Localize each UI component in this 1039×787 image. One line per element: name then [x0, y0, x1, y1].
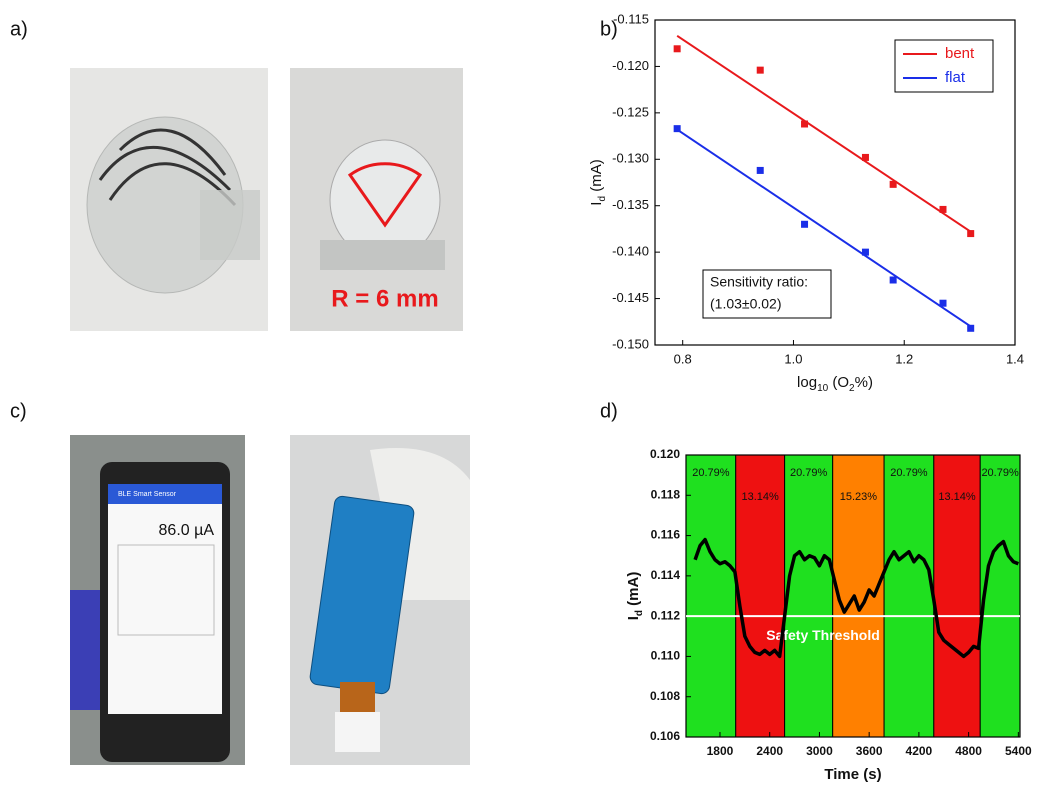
x-tick-label: 3600	[856, 744, 883, 758]
y-tick-label: 0.112	[651, 608, 681, 622]
label-part: 10	[817, 383, 829, 394]
legend-label: flat	[945, 69, 966, 86]
x-tick-label: 2400	[756, 744, 783, 758]
x-axis-label: Time (s)	[824, 766, 881, 783]
point	[674, 125, 681, 132]
x-tick-label: 5400	[1005, 744, 1032, 758]
x-tick-label: 1.4	[1006, 351, 1024, 366]
band-label: 20.79%	[981, 467, 1019, 479]
band-label: 20.79%	[790, 467, 828, 479]
point	[674, 45, 681, 52]
point	[862, 154, 869, 161]
label-part: (mA)	[625, 572, 642, 610]
point	[757, 167, 764, 174]
band-label: 15.23%	[840, 491, 878, 503]
x-tick-label: 1.0	[784, 351, 802, 366]
photo-phone: BLE Smart Sensor 86.0 µA	[70, 435, 245, 765]
y-tick-label: -0.125	[612, 104, 649, 119]
photo-sensor-dome	[70, 68, 268, 331]
band-label: 20.79%	[890, 467, 928, 479]
point	[967, 325, 974, 332]
point	[890, 181, 897, 188]
y-tick-label: 0.120	[650, 447, 680, 461]
x-axis-label: log10 (O2%)	[797, 374, 873, 394]
y-tick-label: 0.116	[651, 528, 681, 542]
panel-label: d)	[600, 400, 618, 422]
y-tick-label: 0.118	[651, 487, 681, 501]
panel-label: a)	[10, 18, 28, 40]
y-tick-label: -0.145	[612, 290, 649, 305]
label-part: (O	[828, 374, 849, 391]
panel-label: c)	[10, 400, 27, 422]
y-tick-label: 0.114	[651, 568, 681, 582]
band-label: 20.79%	[692, 467, 730, 479]
point	[757, 67, 764, 74]
y-tick-label: -0.150	[612, 336, 649, 351]
y-tick-label: 0.108	[650, 689, 680, 703]
legend-label: bent	[945, 45, 975, 62]
point	[801, 221, 808, 228]
x-tick-label: 4200	[906, 744, 933, 758]
point	[890, 277, 897, 284]
y-tick-label: -0.135	[612, 197, 649, 212]
point	[967, 230, 974, 237]
x-tick-label: 3000	[806, 744, 833, 758]
point	[862, 249, 869, 256]
photo-device	[290, 435, 470, 765]
label-part: %)	[855, 374, 873, 391]
radius-label: R = 6 mm	[331, 285, 438, 312]
annotation: (1.03±0.02)	[710, 296, 782, 312]
y-tick-label: -0.130	[612, 151, 649, 166]
band	[884, 455, 934, 737]
annotation: Sensitivity ratio:	[710, 274, 808, 290]
point	[801, 121, 808, 128]
band-label: 13.14%	[938, 491, 976, 503]
band	[686, 455, 736, 737]
label-part: (mA)	[588, 159, 605, 196]
figure: a) b) c) d) R = 6 mm BLE Smart Sensor 86…	[0, 0, 1039, 787]
reading: 86.0 µA	[159, 522, 215, 539]
x-tick-label: 1800	[707, 744, 734, 758]
app-title: BLE Smart Sensor	[118, 491, 177, 498]
band	[980, 455, 1020, 737]
point	[940, 206, 947, 213]
x-tick-label: 1.2	[895, 351, 913, 366]
label-part: Time (s)	[824, 766, 881, 783]
band-label: 13.14%	[742, 491, 780, 503]
y-tick-label: -0.140	[612, 244, 649, 259]
photo-dome-side: R = 6 mm	[290, 68, 463, 331]
y-tick-label: 0.106	[650, 729, 680, 743]
y-tick-label: 0.110	[651, 649, 681, 663]
y-axis-label: Id (mA)	[588, 159, 608, 205]
y-tick-label: -0.120	[612, 58, 649, 73]
x-tick-label: 4800	[955, 744, 982, 758]
point	[940, 300, 947, 307]
legend-box	[895, 40, 993, 92]
label-part: log	[797, 374, 817, 391]
x-tick-label: 0.8	[674, 351, 692, 366]
band	[785, 455, 833, 737]
y-axis-label: Id (mA)	[625, 572, 645, 621]
y-tick-label: -0.115	[613, 11, 649, 26]
